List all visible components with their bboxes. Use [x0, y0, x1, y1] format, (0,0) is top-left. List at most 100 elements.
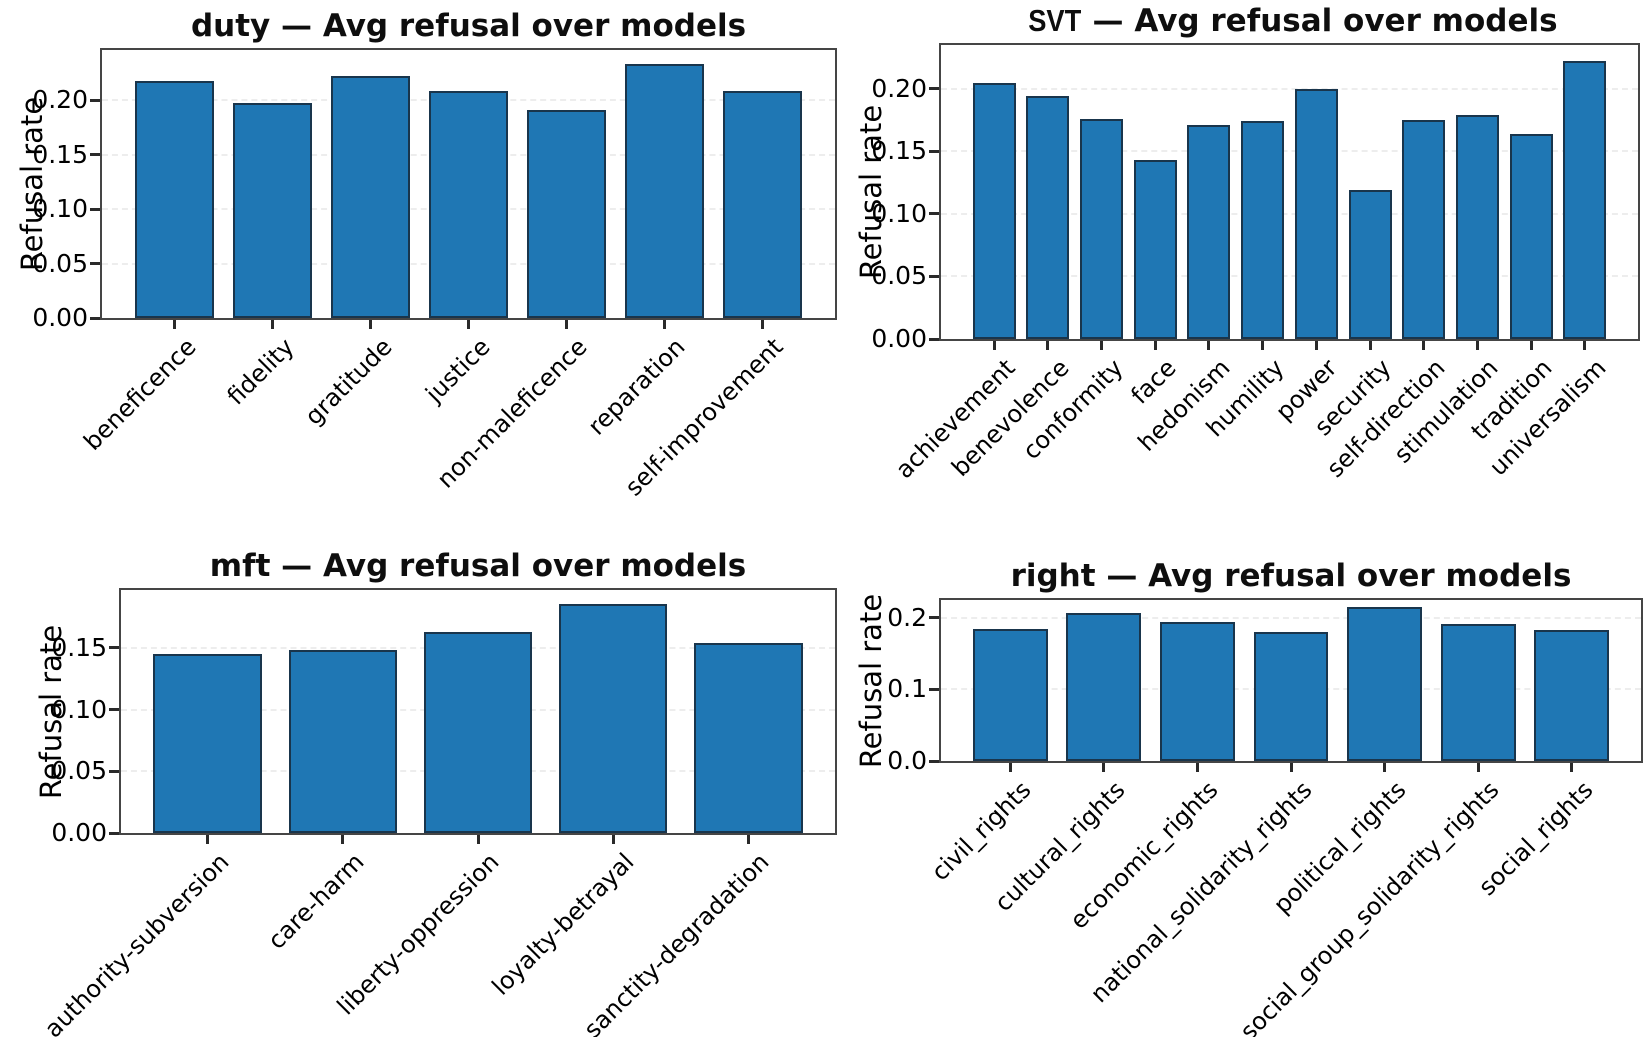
y-tick-label: 0.05	[51, 756, 107, 786]
x-tick-mark	[1100, 341, 1104, 350]
y-tick-label: 0.00	[871, 324, 927, 353]
x-tick-mark	[1314, 341, 1318, 350]
gridline-0.20	[941, 87, 1638, 90]
bar-tradition	[1509, 133, 1553, 339]
mft-chart-title: mft — Avg refusal over models	[117, 546, 839, 586]
y-tick-label: 0.05	[871, 261, 927, 291]
gridline-0.10	[941, 212, 1638, 215]
x-tick-mark	[1195, 763, 1199, 772]
right-chart-title: right — Avg refusal over models	[937, 556, 1645, 596]
x-tick-mark	[1475, 341, 1479, 350]
bar-non-maleficence	[527, 109, 606, 318]
x-tick-mark	[1476, 763, 1480, 772]
y-tick-mark	[90, 153, 100, 157]
bar-self-improvement	[723, 91, 802, 318]
bar-conformity	[1080, 118, 1124, 339]
x-tick-mark	[1289, 763, 1293, 772]
y-tick-label: 0.10	[51, 694, 107, 724]
bar-humility	[1241, 121, 1285, 339]
gridline-0.05	[941, 275, 1638, 278]
y-tick-mark	[109, 708, 119, 712]
y-tick-label: 0.15	[871, 136, 927, 166]
right-chart-axes: right — Avg refusal over models Refusal …	[854, 558, 1643, 1037]
x-tick-mark	[1368, 341, 1372, 350]
y-tick-mark	[929, 274, 939, 278]
x-tick-mark	[1422, 341, 1426, 350]
bar-care-harm	[288, 650, 397, 833]
y-tick-mark	[90, 262, 100, 266]
x-tick-mark	[341, 835, 345, 844]
x-tick-mark	[1046, 341, 1050, 350]
y-tick-label: 0.20	[32, 85, 88, 115]
bar-national_solidarity_rights	[1253, 632, 1329, 761]
bar-beneficence	[135, 80, 214, 318]
duty-title-prefix: duty	[190, 8, 271, 44]
duty-chart-axes: duty — Avg refusal over models Refusal r…	[15, 8, 837, 502]
x-tick-mark	[760, 320, 764, 329]
x-tick-mark	[1261, 341, 1265, 350]
bar-liberty-oppression	[423, 631, 533, 833]
y-tick-label: 0.10	[32, 194, 88, 224]
y-tick-mark	[929, 759, 939, 763]
bar-social_group_solidarity_rights	[1440, 624, 1516, 761]
mft-title-prefix: mft	[209, 548, 271, 584]
bar-cultural_rights	[1066, 612, 1142, 761]
duty-chart-title: duty — Avg refusal over models	[98, 6, 839, 46]
y-tick-mark	[109, 831, 119, 835]
x-tick-mark	[662, 320, 666, 329]
bar-loyalty-betrayal	[559, 603, 668, 833]
bar-justice	[429, 91, 508, 318]
y-tick-mark	[929, 687, 939, 691]
y-tick-mark	[929, 616, 939, 620]
y-tick-label: 0.05	[32, 248, 88, 278]
y-tick-mark	[929, 87, 939, 91]
x-tick-mark	[1583, 341, 1587, 350]
y-tick-label: 0.20	[871, 73, 927, 103]
x-tick-mark	[173, 320, 177, 329]
x-tick-mark	[369, 320, 372, 329]
bar-security	[1348, 190, 1392, 339]
x-tick-mark	[564, 320, 568, 329]
y-tick-label: 0.15	[32, 139, 88, 169]
x-tick-mark	[611, 835, 615, 844]
bar-sanctity-degradation	[694, 643, 803, 833]
y-tick-mark	[929, 149, 939, 153]
gridline-0.2	[941, 616, 1641, 619]
bar-fidelity	[233, 103, 312, 318]
right-title-rest: — Avg refusal over models	[1095, 558, 1572, 594]
bar-authority-subversion	[153, 654, 262, 833]
bar-gratitude	[331, 76, 410, 318]
x-tick-mark	[476, 835, 480, 844]
x-tick-mark	[746, 835, 750, 844]
y-tick-label: 0.15	[51, 632, 107, 662]
y-tick-label: 0.00	[32, 303, 88, 332]
bar-political_rights	[1347, 607, 1422, 761]
svt-chart-title: SVT — Avg refusal over models	[937, 1, 1642, 41]
y-tick-mark	[929, 337, 939, 341]
bar-economic_rights	[1159, 622, 1235, 761]
y-tick-mark	[109, 769, 119, 773]
bar-social_rights	[1534, 630, 1610, 761]
bar-achievement	[972, 82, 1016, 339]
duty-y-axis-label: Refusal rate	[15, 96, 49, 272]
y-tick-mark	[90, 207, 100, 211]
x-tick-mark	[1207, 341, 1211, 350]
right-title-prefix: right	[1010, 558, 1096, 594]
x-tick-mark	[1008, 763, 1012, 772]
mft-chart-axes: mft — Avg refusal over models Refusal ra…	[34, 548, 837, 1037]
x-tick-mark	[1153, 341, 1157, 350]
y-tick-label: 0.00	[51, 818, 107, 847]
bar-self-direction	[1402, 120, 1446, 339]
bar-benevolence	[1026, 96, 1070, 339]
y-tick-mark	[90, 316, 100, 320]
x-tick-mark	[1102, 763, 1106, 772]
bar-power	[1294, 88, 1338, 339]
x-tick-mark	[271, 320, 274, 329]
x-tick-mark	[467, 320, 470, 329]
svt-title-prefix: SVT	[1028, 3, 1082, 38]
x-tick-mark	[1570, 763, 1574, 772]
bar-face	[1133, 160, 1177, 339]
y-tick-mark	[90, 98, 100, 102]
x-tick-mark	[992, 341, 996, 350]
